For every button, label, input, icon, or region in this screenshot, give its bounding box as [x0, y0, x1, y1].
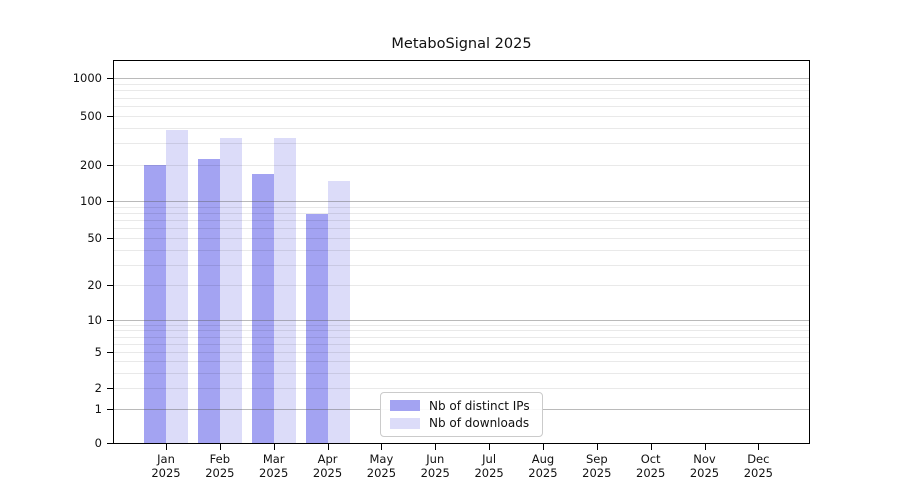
gridline-minor-300	[113, 142, 810, 144]
x-tick-jan	[166, 444, 167, 450]
gridline-major-100	[113, 201, 810, 203]
x-tick-oct	[650, 444, 652, 450]
bar-jan-nb-of-downloads	[166, 130, 188, 444]
x-tick-label-sep: Sep 2025	[582, 452, 612, 480]
x-tick-sep	[596, 444, 598, 450]
legend-label-downloads: Nb of downloads	[429, 416, 530, 431]
bar-jan-nb-of-distinct-ips	[144, 165, 166, 444]
x-tick-label-nov: Nov 2025	[689, 452, 720, 480]
y-tick-label-200: 200	[80, 157, 102, 172]
y-tick-50	[107, 238, 113, 240]
gridline-minor-80	[113, 213, 810, 215]
y-tick-10	[107, 319, 113, 321]
y-tick-label-1000: 1000	[72, 71, 102, 86]
x-tick-aug	[542, 444, 544, 450]
y-tick-label-20: 20	[87, 278, 102, 293]
gridline-major-10	[113, 319, 810, 321]
x-tick-dec	[758, 444, 760, 450]
x-tick-label-apr: Apr 2025	[312, 452, 343, 480]
bar-feb-nb-of-downloads	[219, 137, 242, 444]
bar-mar-nb-of-downloads	[273, 137, 296, 444]
x-tick-may	[381, 444, 383, 450]
y-tick-label-100: 100	[80, 194, 102, 209]
x-tick-label-jun: Jun 2025	[420, 452, 450, 480]
y-tick-0	[107, 442, 113, 444]
x-tick-mar	[273, 444, 275, 450]
gridline-minor-500	[113, 115, 810, 117]
gridline-minor-60	[113, 228, 810, 230]
y-tick-5	[107, 351, 113, 353]
x-tick-label-aug: Aug 2025	[528, 452, 558, 480]
y-tick-label-1: 1	[94, 401, 102, 416]
x-tick-nov	[704, 444, 706, 450]
y-tick-1	[107, 408, 113, 410]
gridline-minor-600	[113, 105, 810, 107]
x-tick-label-feb: Feb 2025	[205, 452, 235, 480]
gridline-minor-9	[113, 324, 810, 326]
x-tick-label-jul: Jul 2025	[474, 452, 504, 480]
gridline-minor-6	[113, 343, 810, 345]
gridline-minor-900	[113, 84, 810, 86]
legend-item-distinct-ips: Nb of distinct IPs	[390, 399, 536, 413]
x-tick-jun	[435, 444, 437, 450]
y-tick-20	[107, 285, 113, 287]
gridline-minor-800	[113, 90, 810, 92]
gridline-minor-4	[113, 361, 810, 363]
gridline-minor-70	[113, 220, 810, 222]
chart-title: MetaboSignal 2025	[391, 36, 532, 52]
legend-swatch-distinct-ips	[390, 400, 420, 412]
x-tick-feb	[219, 444, 221, 450]
bar-mar-nb-of-distinct-ips	[251, 173, 274, 444]
gridline-minor-30	[113, 264, 810, 266]
bar-apr-nb-of-distinct-ips	[305, 213, 328, 444]
gridline-minor-20	[113, 285, 810, 287]
y-tick-label-5: 5	[94, 344, 102, 359]
y-tick-1000	[107, 78, 113, 80]
gridline-minor-7	[113, 336, 810, 338]
y-tick-100	[107, 201, 113, 203]
gridline-minor-700	[113, 97, 810, 99]
y-tick-label-500: 500	[80, 108, 102, 123]
y-tick-label-2: 2	[94, 380, 102, 395]
x-tick-jul	[489, 444, 491, 450]
gridline-minor-40	[113, 249, 810, 251]
legend-item-downloads: Nb of downloads	[390, 416, 536, 430]
y-tick-2	[107, 387, 113, 389]
y-tick-label-0: 0	[94, 435, 102, 450]
gridline-minor-90	[113, 207, 810, 209]
gridline-minor-200	[113, 164, 810, 166]
y-tick-200	[107, 164, 113, 166]
x-tick-apr	[327, 444, 329, 450]
gridline-minor-50	[113, 238, 810, 240]
bar-apr-nb-of-downloads	[327, 180, 350, 444]
x-tick-label-may: May 2025	[366, 452, 397, 480]
x-tick-label-oct: Oct 2025	[636, 452, 666, 480]
x-tick-label-dec: Dec 2025	[743, 452, 773, 480]
y-tick-500	[107, 115, 113, 117]
bar-feb-nb-of-distinct-ips	[197, 159, 220, 444]
gridline-minor-5	[113, 351, 810, 353]
gridline-major-1000	[113, 78, 810, 80]
legend: Nb of distinct IPs Nb of downloads	[380, 392, 543, 437]
x-tick-label-mar: Mar 2025	[259, 452, 289, 480]
gridline-minor-2	[113, 387, 810, 389]
legend-swatch-downloads	[390, 417, 420, 429]
y-tick-label-50: 50	[87, 231, 102, 246]
gridline-minor-400	[113, 127, 810, 129]
gridline-minor-8	[113, 330, 810, 332]
x-tick-label-jan: Jan 2025	[151, 452, 181, 480]
gridline-minor-3	[113, 372, 810, 374]
legend-label-distinct-ips: Nb of distinct IPs	[429, 398, 530, 413]
y-tick-label-10: 10	[87, 312, 102, 327]
